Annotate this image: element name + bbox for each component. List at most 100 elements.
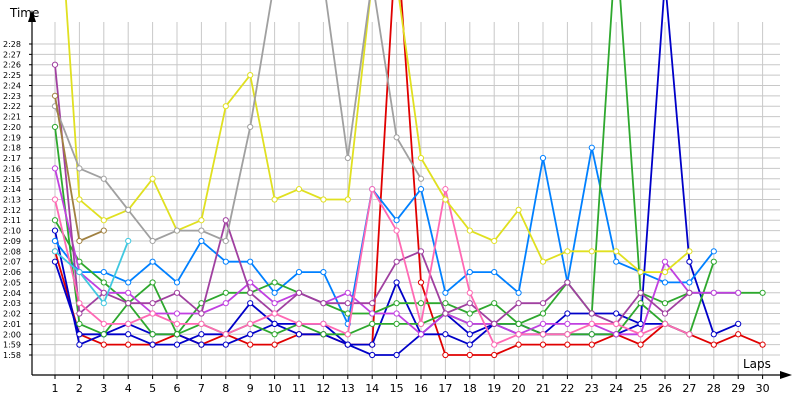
y-tick-label: 2:17: [3, 154, 21, 163]
y-tick-label: 2:12: [3, 206, 21, 215]
data-point: [344, 289, 351, 296]
data-point: [393, 258, 400, 265]
data-point: [247, 289, 254, 296]
data-point: [491, 237, 498, 245]
x-axis-arrow: [780, 371, 792, 379]
data-point: [466, 227, 473, 234]
data-point: [466, 331, 473, 338]
data-point: [222, 341, 229, 348]
data-point: [588, 320, 595, 327]
data-point: [417, 300, 425, 307]
series-line: [65, 0, 690, 273]
data-point: [271, 310, 278, 317]
data-point: [491, 320, 498, 327]
data-point: [247, 341, 254, 348]
series-line: [54, 0, 763, 356]
x-tick-label: 30: [756, 382, 770, 395]
data-point: [393, 300, 400, 307]
data-point: [417, 279, 425, 286]
data-point: [515, 300, 522, 307]
data-point: [466, 320, 473, 327]
data-point: [51, 92, 59, 99]
data-point: [222, 300, 229, 307]
data-point: [515, 206, 522, 213]
y-tick-label: 2:10: [3, 227, 21, 236]
data-point: [271, 331, 278, 338]
x-tick-label: 14: [365, 382, 379, 395]
data-point: [222, 217, 229, 224]
series-9: [51, 186, 693, 348]
data-point: [588, 331, 595, 338]
data-point: [686, 289, 693, 296]
x-tick-label: 9: [247, 382, 254, 395]
data-point: [51, 217, 59, 224]
data-point: [76, 165, 83, 172]
data-point: [149, 258, 156, 265]
data-point: [442, 300, 449, 307]
data-point: [661, 310, 669, 317]
data-point: [222, 258, 229, 265]
data-point: [539, 258, 547, 265]
data-point: [466, 300, 473, 307]
x-tick-label: 27: [682, 382, 696, 395]
data-point: [442, 331, 449, 338]
y-tick-label: 2:27: [3, 50, 21, 59]
y-tick-label: 2:22: [3, 102, 21, 111]
data-point: [173, 289, 181, 296]
data-point: [76, 310, 83, 317]
series-8: [51, 61, 693, 327]
series-line: [54, 0, 422, 242]
data-point: [588, 144, 595, 151]
data-point: [76, 331, 83, 338]
data-point: [198, 341, 205, 348]
data-point: [295, 186, 303, 193]
x-tick-label: 10: [268, 382, 282, 395]
data-point: [295, 320, 303, 327]
x-tick-label: 3: [100, 382, 107, 395]
data-point: [100, 300, 107, 307]
data-point: [320, 300, 327, 307]
data-point: [759, 289, 766, 296]
data-point: [588, 341, 595, 348]
y-tick-label: 2:03: [3, 299, 21, 308]
y-tick-label: 2:25: [3, 71, 21, 80]
y-tick-label: 2:19: [3, 133, 21, 142]
y-tick-label: 2:00: [3, 330, 21, 339]
data-point: [100, 320, 107, 327]
data-point: [539, 300, 547, 307]
data-point: [198, 331, 205, 338]
x-tick-label: 13: [341, 382, 355, 395]
data-point: [637, 331, 644, 338]
data-point: [564, 310, 571, 317]
data-point: [393, 320, 400, 327]
data-point: [686, 331, 693, 338]
data-point: [369, 310, 376, 317]
data-point: [51, 258, 59, 265]
data-point: [76, 320, 83, 327]
data-point: [564, 331, 571, 338]
y-ticks: 1:581:59 2:002:012:02 2:032:04 2:052:062:07…: [3, 40, 32, 360]
data-point: [637, 289, 644, 296]
data-point: [149, 175, 156, 182]
data-point: [149, 300, 156, 307]
series-line: [54, 126, 715, 336]
data-point: [515, 320, 522, 327]
x-tick-label: 26: [658, 382, 672, 395]
data-point: [320, 196, 327, 203]
data-point: [149, 341, 156, 348]
series-line: [54, 240, 130, 305]
data-point: [710, 289, 717, 296]
data-point: [369, 186, 376, 193]
data-point: [344, 331, 351, 338]
y-tick-label: 2:18: [3, 144, 21, 153]
data-point: [173, 279, 181, 286]
data-point: [515, 289, 522, 296]
x-tick-label: 24: [609, 382, 623, 395]
y-tick-label: 2:16: [3, 164, 21, 173]
data-point: [466, 351, 473, 359]
data-point: [173, 227, 181, 234]
data-point: [51, 61, 59, 68]
data-point: [759, 341, 766, 348]
data-point: [564, 320, 571, 327]
data-point: [466, 289, 473, 296]
